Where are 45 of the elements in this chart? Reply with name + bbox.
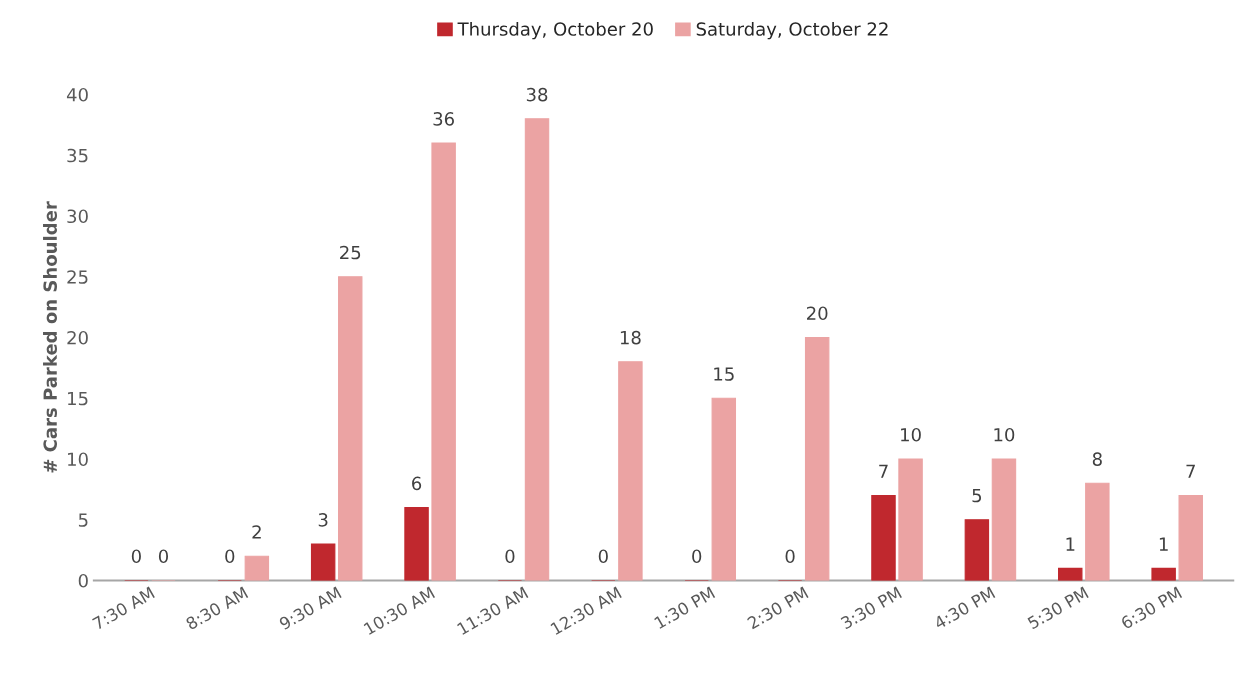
x-tick-label: 8:30 AM — [185, 586, 249, 631]
data-label: 0 — [131, 549, 141, 564]
y-tick-label: 15 — [68, 391, 88, 406]
y-tick-label: 30 — [67, 209, 88, 224]
y-tick-label: 40 — [66, 87, 88, 102]
y-tick-label: 5 — [78, 513, 88, 527]
y-axis-title: # Cars Parked on Shoulder — [43, 201, 58, 473]
data-label: 2 — [252, 525, 261, 539]
data-label: 10 — [994, 427, 1015, 442]
y-tick-label: 35 — [67, 148, 88, 163]
data-label: 10 — [901, 427, 921, 442]
data-label: 0 — [158, 549, 169, 564]
y-tick-label: 10 — [68, 452, 88, 467]
y-tick-label: 0 — [78, 573, 88, 588]
x-tick-label: 7:30 AM — [91, 586, 155, 631]
data-label: 3 — [318, 513, 328, 527]
data-label: 38 — [526, 87, 548, 102]
legend-label: Thursday, October 20 — [457, 21, 653, 40]
data-label: 0 — [505, 549, 515, 564]
data-label: 36 — [433, 112, 454, 126]
y-tick-label: 20 — [67, 330, 88, 345]
data-label: 0 — [785, 549, 795, 564]
data-label: 20 — [807, 306, 828, 321]
x-tick-label: 9:30 AM — [278, 586, 342, 631]
data-label: 6 — [412, 476, 422, 491]
x-tick-label: 4:30 PM — [933, 586, 996, 630]
x-tick-label: 1:30 PM — [653, 586, 716, 630]
data-label: 8 — [1092, 452, 1102, 466]
data-label: 15 — [714, 367, 734, 381]
data-label: 0 — [598, 549, 608, 564]
data-label: 18 — [620, 330, 641, 345]
x-tick-label: 2:30 PM — [746, 586, 809, 630]
y-tick-label: 25 — [67, 270, 88, 284]
data-label: 1 — [1066, 537, 1075, 551]
data-label: 0 — [225, 549, 235, 564]
legend-label: Saturday, October 22 — [696, 21, 888, 40]
data-label: 0 — [692, 549, 702, 564]
x-tick-label: 6:30 PM — [1120, 586, 1183, 630]
data-label: 1 — [1159, 537, 1168, 551]
data-label: 7 — [1186, 464, 1195, 478]
data-label: 5 — [972, 488, 982, 503]
x-tick-label: 3:30 PM — [840, 586, 903, 630]
x-tick-label: 5:30 PM — [1026, 586, 1089, 630]
data-label: 7 — [879, 464, 888, 478]
data-label: 25 — [340, 245, 361, 260]
